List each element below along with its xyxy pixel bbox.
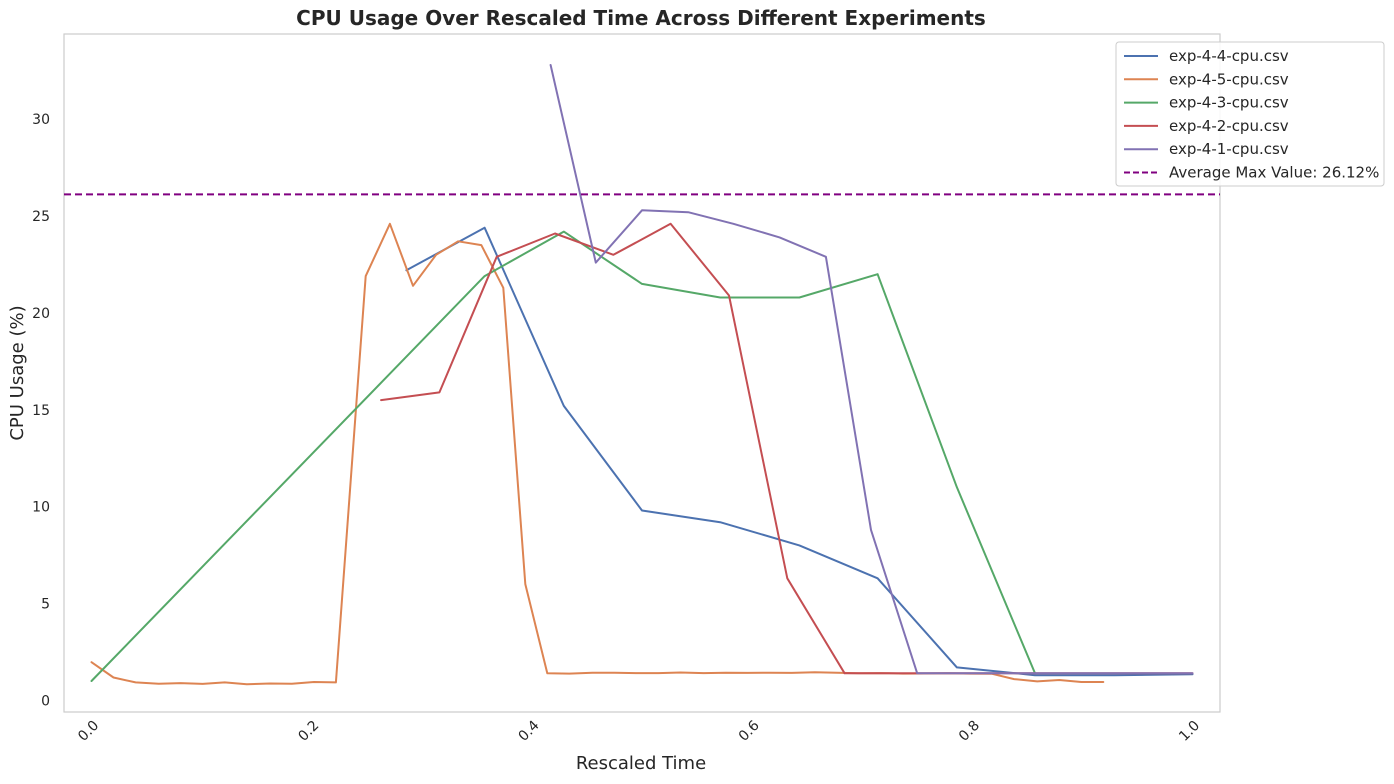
legend-item-exp-4-4-cpu: exp-4-4-cpu.csv xyxy=(1124,47,1289,65)
series-lines xyxy=(90,64,1194,686)
x-tick-label: 0.2 xyxy=(295,718,322,745)
x-tick-label: 0.6 xyxy=(736,718,763,745)
legend-label: exp-4-4-cpu.csv xyxy=(1169,47,1289,65)
y-tick-label: 25 xyxy=(32,209,50,225)
legend-box xyxy=(1115,41,1385,187)
x-tick-label: 0.0 xyxy=(75,718,102,745)
series-line-exp-4-3-cpu xyxy=(90,230,1036,682)
chart-title: CPU Usage Over Rescaled Time Across Diff… xyxy=(296,6,986,30)
legend-label: Average Max Value: 26.12% xyxy=(1169,164,1379,182)
x-tick-label: 1.0 xyxy=(1176,718,1203,745)
y-tick-label: 30 xyxy=(32,112,50,128)
x-tick-label: 0.8 xyxy=(956,718,983,745)
series-line-exp-4-4-cpu xyxy=(405,226,1194,677)
y-axis-label: CPU Usage (%) xyxy=(7,305,28,440)
legend-item-exp-4-3-cpu: exp-4-3-cpu.csv xyxy=(1124,94,1289,112)
y-tick-label: 0 xyxy=(41,693,50,709)
legend-label: exp-4-3-cpu.csv xyxy=(1169,94,1289,112)
y-tick-label: 5 xyxy=(41,597,50,613)
y-tick-label: 20 xyxy=(32,306,50,322)
legend-item-average-max: Average Max Value: 26.12% xyxy=(1124,164,1379,182)
legend-item-exp-4-1-cpu: exp-4-1-cpu.csv xyxy=(1124,140,1289,158)
x-axis-label: Rescaled Time xyxy=(576,753,706,774)
x-axis-ticks: 0.0 0.2 0.4 0.6 0.8 1.0 xyxy=(75,718,1203,745)
legend-item-exp-4-5-cpu: exp-4-5-cpu.csv xyxy=(1124,70,1289,88)
legend-label: exp-4-2-cpu.csv xyxy=(1169,117,1289,135)
x-tick-label: 0.4 xyxy=(516,718,543,745)
legend-label: exp-4-1-cpu.csv xyxy=(1169,140,1289,158)
y-tick-label: 15 xyxy=(32,403,50,419)
series-line-exp-4-1-cpu xyxy=(549,64,1194,675)
legend-label: exp-4-5-cpu.csv xyxy=(1169,70,1289,88)
chart-legend: exp-4-4-cpu.csv exp-4-5-cpu.csv exp-4-3-cp… xyxy=(1115,41,1385,187)
legend-item-exp-4-2-cpu: exp-4-2-cpu.csv xyxy=(1124,117,1289,135)
y-tick-label: 10 xyxy=(32,500,50,516)
plot-area-frame xyxy=(63,33,1221,713)
y-axis-ticks: 0 5 10 15 20 25 30 xyxy=(32,112,50,709)
series-line-exp-4-5-cpu xyxy=(90,222,1105,686)
